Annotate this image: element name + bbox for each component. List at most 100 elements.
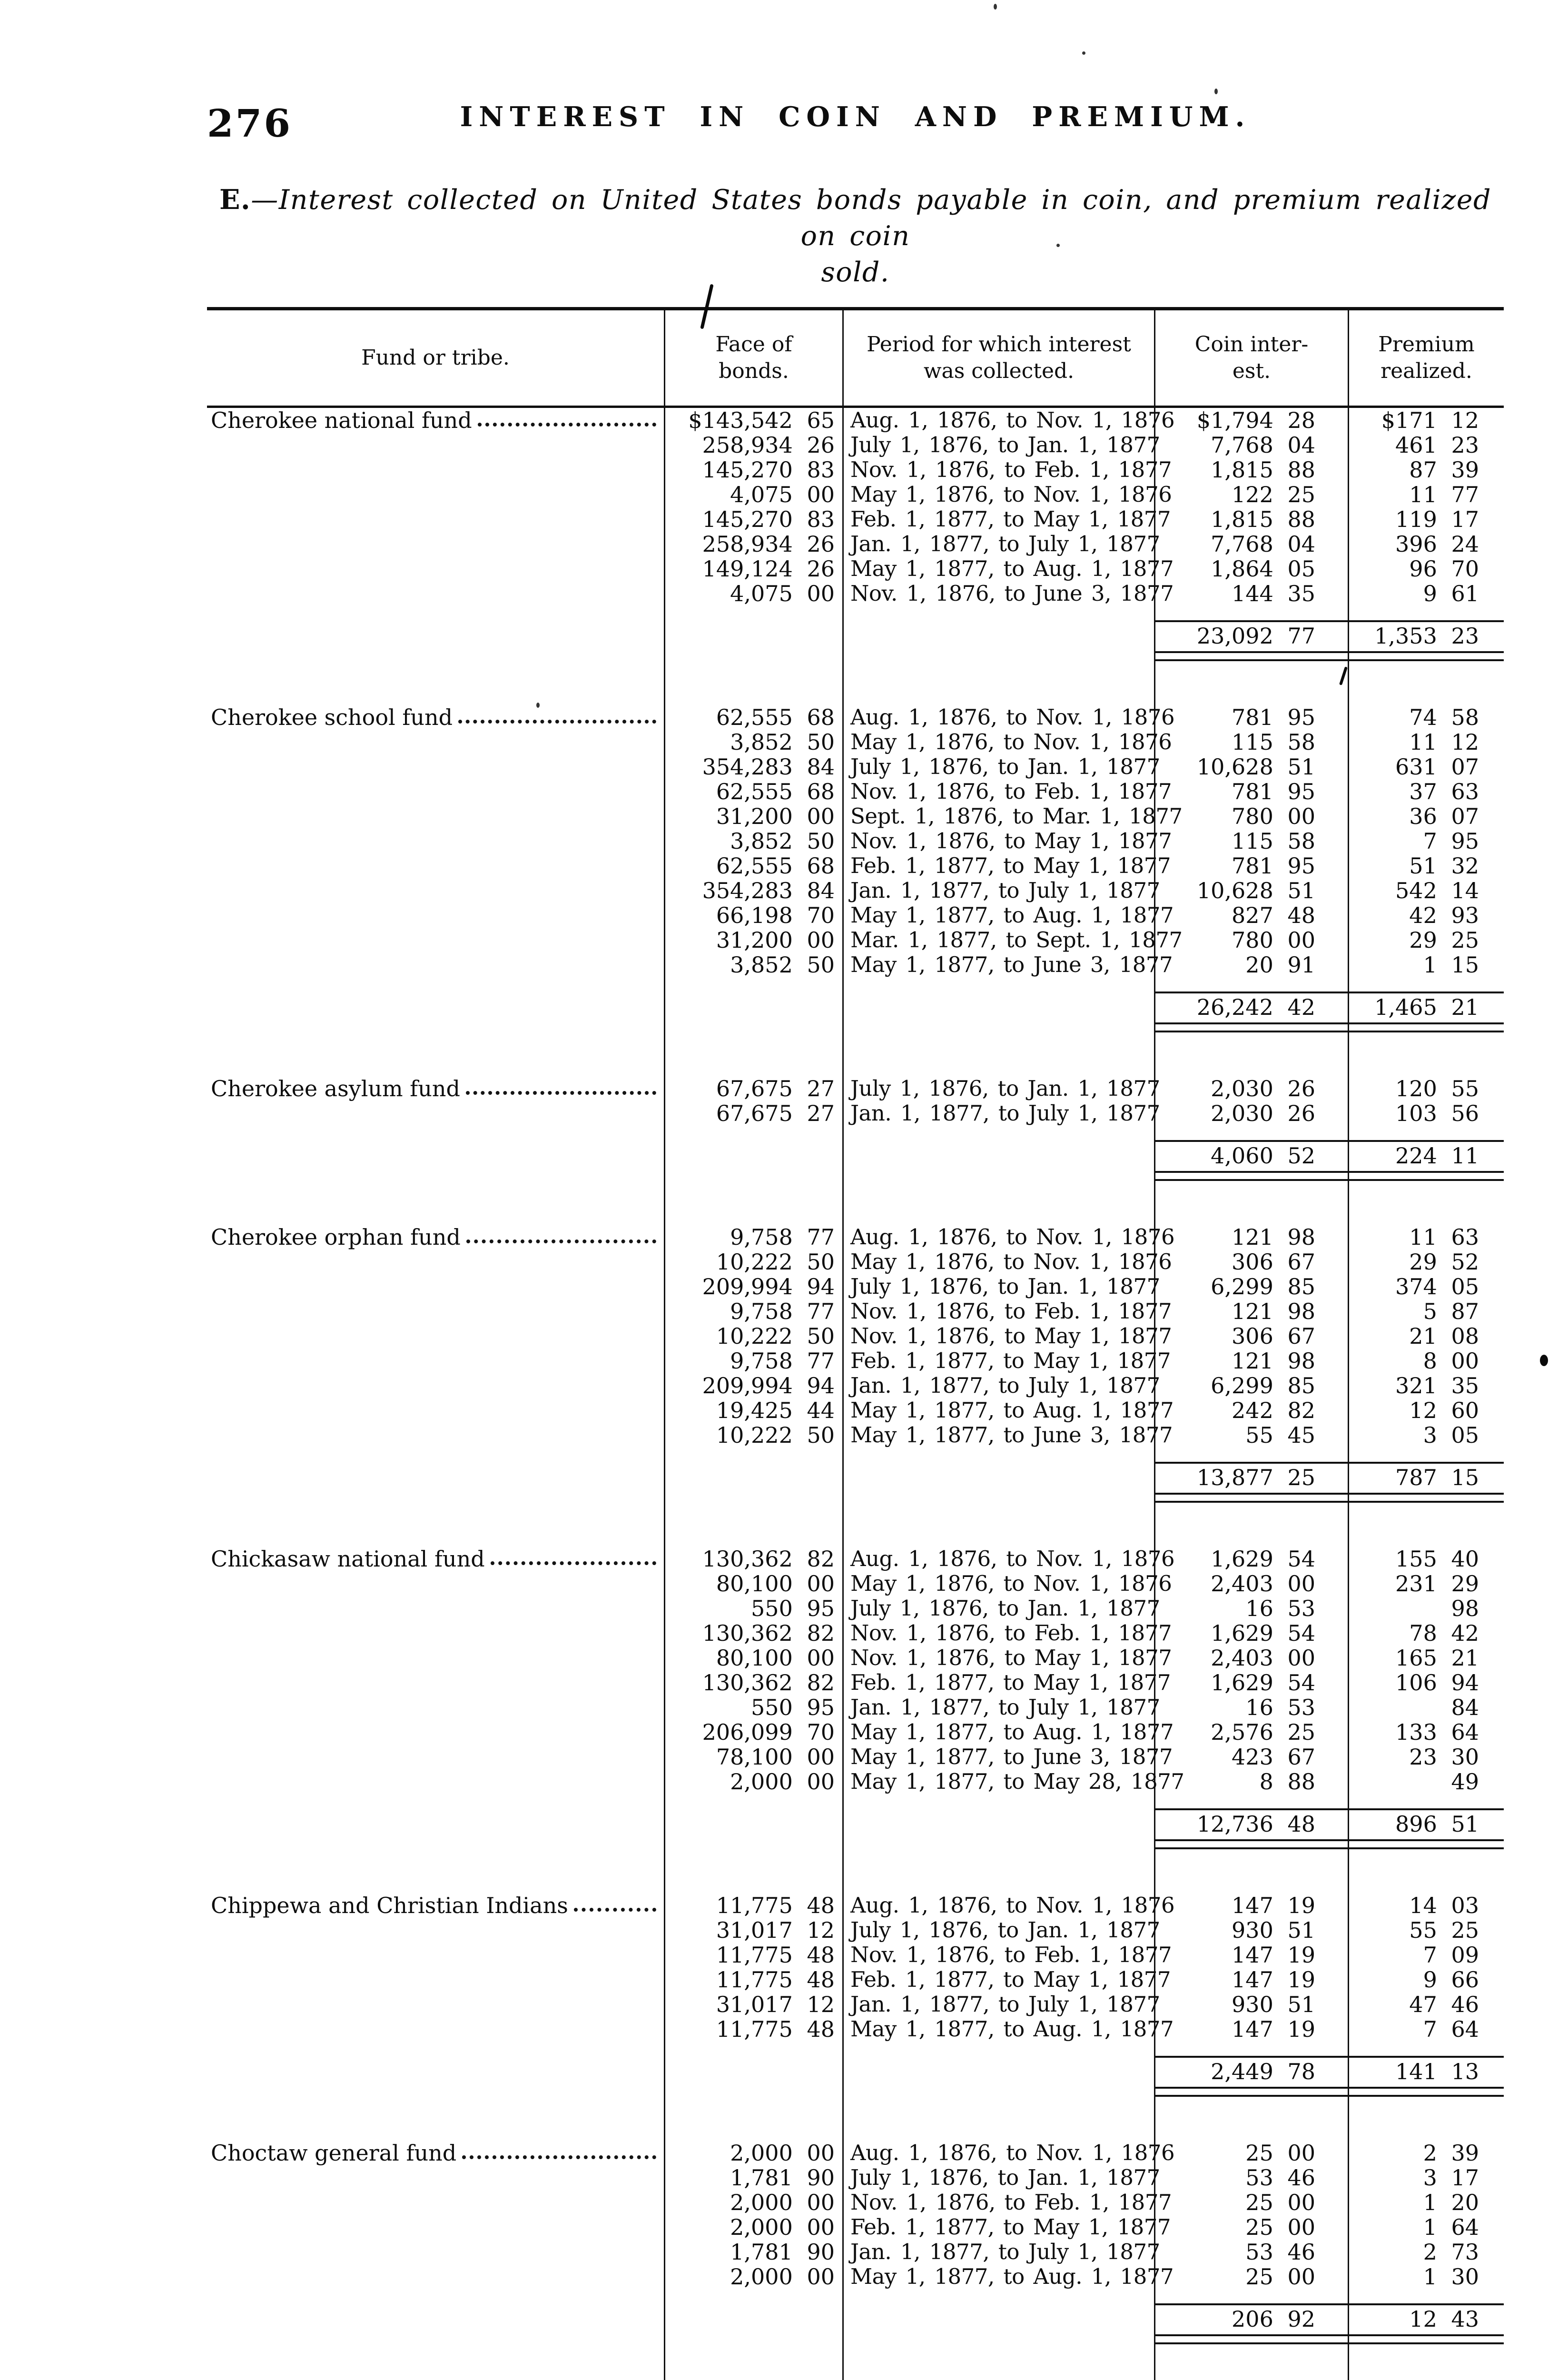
coin-interest: 1,629 54 (1154, 1670, 1348, 1695)
interest-period: Aug. 1, 1876, to Nov. 1, 1876 (842, 1225, 1175, 1250)
double-rule (1154, 1167, 1348, 1187)
spacer (207, 1187, 664, 1225)
premium-realized: 23 30 (1348, 1745, 1504, 1769)
double-rule-lines (1155, 651, 1348, 661)
interest-period: Nov. 1, 1876, to June 3, 1877 (842, 581, 1174, 606)
fund-name-empty (207, 1373, 664, 1398)
empty-cell (664, 647, 842, 667)
fund-name: Cherokee school fund (207, 705, 664, 730)
empty-cell (207, 647, 664, 667)
spacer (664, 2042, 842, 2056)
premium-realized: 103 56 (1348, 1101, 1504, 1126)
premium-realized: 49 (1348, 1769, 1504, 1794)
empty-cell (664, 2303, 842, 2330)
empty-cell (664, 992, 842, 1018)
spacer (664, 667, 842, 705)
interest-period: Aug. 1, 1876, to Nov. 1, 1876 (842, 2141, 1175, 2165)
interest-period: May 1, 1876, to Nov. 1, 1876 (842, 482, 1172, 507)
table-caption: E.—Interest collected on United States b… (207, 182, 1504, 290)
interest-period: Feb. 1, 1877, to May 1, 1877 (842, 853, 1171, 878)
coin-interest: 930 51 (1154, 1992, 1348, 2017)
double-rule (1154, 1488, 1348, 1508)
coin-interest: 6,299 85 (1154, 1373, 1348, 1398)
premium-realized: 21 08 (1348, 1324, 1504, 1349)
empty-cell (842, 1808, 1154, 1835)
fund-name-empty (207, 1646, 664, 1670)
face-of-bonds: 1,781 90 (664, 2165, 842, 2190)
fund-name-empty (207, 1918, 664, 1943)
fund-name-empty (207, 2017, 664, 2042)
fund-name-empty (207, 1423, 664, 1448)
coin-interest: 930 51 (1154, 1918, 1348, 1943)
double-rule (1154, 2082, 1348, 2102)
spacer (1154, 2350, 1348, 2380)
face-of-bonds: 4,075 00 (664, 482, 842, 507)
double-rule (1154, 1835, 1348, 1855)
spacer (842, 1508, 1154, 1547)
coin-interest: 115 58 (1154, 730, 1348, 754)
face-of-bonds: 10,222 50 (664, 1423, 842, 1448)
spacer (842, 1038, 1154, 1076)
dotted-leader (458, 720, 656, 724)
face-of-bonds: 258,934 26 (664, 532, 842, 556)
interest-period: Jan. 1, 1877, to July 1, 1877 (842, 1695, 1160, 1720)
interest-period: Nov. 1, 1876, to Feb. 1, 1877 (842, 1943, 1172, 1967)
coin-interest: 1,629 54 (1154, 1547, 1348, 1571)
fund-section: Chippewa and Christian Indians 11,775 48 A… (207, 1893, 1504, 2141)
premium-realized: 37 63 (1348, 779, 1504, 804)
face-of-bonds: 67,675 27 (664, 1101, 842, 1126)
premium-realized: $171 12 (1348, 408, 1504, 433)
fund-name-empty (207, 829, 664, 853)
table-caption-text: —Interest collected on United States bon… (251, 184, 1491, 252)
fund-name: Cherokee national fund (207, 408, 664, 433)
spacer (842, 1448, 1154, 1462)
coin-interest: 780 00 (1154, 804, 1348, 829)
empty-cell (664, 2056, 842, 2082)
spacer (1348, 2289, 1504, 2303)
face-of-bonds: 80,100 00 (664, 1646, 842, 1670)
empty-cell (664, 620, 842, 647)
spacer (1154, 2102, 1348, 2141)
face-of-bonds: 11,775 48 (664, 2017, 842, 2042)
premium-realized: 51 32 (1348, 853, 1504, 878)
premium-realized: 42 93 (1348, 903, 1504, 928)
face-of-bonds: 130,362 82 (664, 1670, 842, 1695)
face-of-bonds: 3,852 50 (664, 730, 842, 754)
fund-name-empty (207, 507, 664, 532)
coin-interest: 144 35 (1154, 581, 1348, 606)
fund-name-empty (207, 457, 664, 482)
spacer (1348, 1448, 1504, 1462)
spacer (207, 1508, 664, 1547)
premium-realized: 155 40 (1348, 1547, 1504, 1571)
spacer (207, 1126, 664, 1140)
spacer (1154, 606, 1348, 620)
spacer (1154, 1794, 1348, 1808)
face-of-bonds: 145,270 83 (664, 457, 842, 482)
empty-cell (207, 992, 664, 1018)
interest-period: Jan. 1, 1877, to July 1, 1877 (842, 1992, 1160, 2017)
premium-realized: 1 30 (1348, 2264, 1504, 2289)
ink-speck (1214, 89, 1218, 94)
double-rule (1348, 1167, 1504, 1187)
spacer (842, 1187, 1154, 1225)
spacer (842, 2289, 1154, 2303)
fund-name-empty (207, 1670, 664, 1695)
face-of-bonds: 10,222 50 (664, 1250, 842, 1274)
interest-period: July 1, 1876, to Jan. 1, 1877 (842, 1274, 1160, 1299)
coin-interest: 55 45 (1154, 1423, 1348, 1448)
premium-realized: 12 60 (1348, 1398, 1504, 1423)
face-of-bonds: 62,555 68 (664, 853, 842, 878)
fund-name-empty (207, 1720, 664, 1745)
interest-period: Nov. 1, 1876, to Feb. 1, 1877 (842, 1621, 1172, 1646)
interest-period: May 1, 1877, to Aug. 1, 1877 (842, 903, 1174, 928)
coin-interest: 306 67 (1154, 1250, 1348, 1274)
premium-realized: 2 73 (1348, 2240, 1504, 2264)
interest-period: Feb. 1, 1877, to May 1, 1877 (842, 507, 1171, 532)
spacer (207, 1794, 664, 1808)
premium-realized: 3 05 (1348, 1423, 1504, 1448)
empty-cell (842, 2056, 1154, 2082)
premium-realized: 119 17 (1348, 507, 1504, 532)
coin-interest: $1,794 28 (1154, 408, 1348, 433)
ink-speck (994, 4, 997, 10)
coin-interest: 16 53 (1154, 1596, 1348, 1621)
